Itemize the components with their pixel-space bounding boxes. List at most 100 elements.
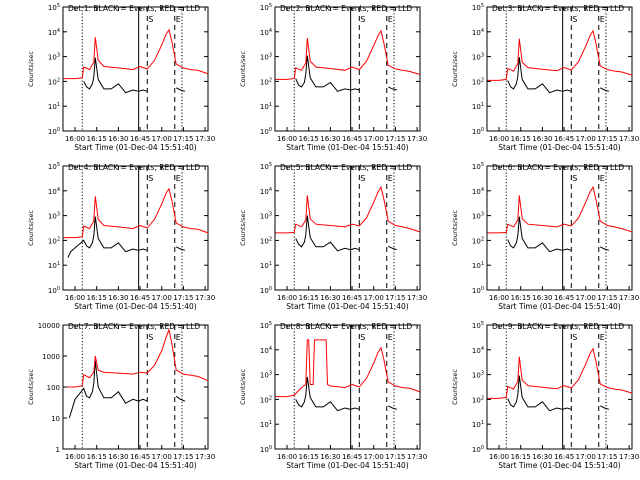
time-marker-label: E (176, 15, 181, 24)
x-tick-label: 17:30 (619, 135, 639, 143)
x-tick-label: 16:30 (108, 453, 128, 461)
y-tick-label: 102 (472, 395, 484, 404)
x-axis-label: Start Time (01-Dec-04 15:51:40) (286, 461, 408, 470)
time-marker-label: E (600, 174, 605, 183)
time-marker-label: S (572, 15, 577, 24)
x-tick-label: 16:15 (511, 453, 531, 461)
x-tick-label: 16:15 (299, 135, 319, 143)
time-marker-label: S (148, 174, 153, 183)
series-events-line (67, 216, 186, 258)
x-tick-label: 17:00 (576, 453, 596, 461)
x-tick-label: 16:30 (108, 294, 128, 302)
plot-frame (62, 6, 209, 132)
x-tick-label: 17:30 (195, 135, 215, 143)
y-tick-label: 1 (56, 446, 60, 454)
y-axis-label: Counts/sec (27, 369, 35, 405)
series-lld-line (275, 185, 421, 234)
x-tick-label: 16:15 (87, 453, 107, 461)
x-tick-label: 17:00 (152, 135, 172, 143)
x-tick-label: 17:30 (195, 453, 215, 461)
x-tick-label: 17:15 (173, 135, 193, 143)
x-tick-label: 17:15 (597, 294, 617, 302)
x-tick-label: 16:30 (532, 453, 552, 461)
panel-det-4: S E 100 101 102 103 104 105 16:00 16:15 16:30 16:45… (27, 162, 215, 311)
series-events-line (83, 57, 186, 94)
series-events-line (295, 55, 398, 92)
y-axis-label: Counts/sec (239, 210, 247, 246)
y-tick-label: 102 (260, 395, 272, 404)
y-tick-label: 103 (260, 53, 272, 62)
series-lld-line (275, 339, 421, 398)
panel-title: Det 8: BLACK = Events, RED = LLD (280, 322, 412, 331)
x-tick-label: 16:00 (489, 294, 509, 302)
x-tick-label: 16:30 (320, 135, 340, 143)
x-tick-label: 17:00 (576, 294, 596, 302)
x-tick-label: 16:00 (65, 294, 85, 302)
y-axis-label: Counts/sec (239, 51, 247, 87)
x-tick-label: 17:15 (385, 453, 405, 461)
y-tick-label: 102 (472, 77, 484, 86)
series-lld-line (63, 28, 209, 80)
time-marker-label: E (388, 15, 393, 24)
x-tick-label: 16:00 (277, 135, 297, 143)
x-axis-label: Start Time (01-Dec-04 15:51:40) (498, 461, 620, 470)
y-tick-label: 104 (260, 346, 272, 355)
y-tick-label: 100 (47, 384, 60, 392)
x-tick-label: 16:45 (342, 135, 362, 143)
y-tick-label: 100 (260, 445, 272, 454)
plot-frame (274, 6, 421, 132)
y-tick-label: 100 (472, 286, 484, 295)
x-tick-label: 17:30 (407, 135, 427, 143)
y-tick-label: 103 (472, 371, 484, 380)
panel-title: Det 9: BLACK = Events, RED = LLD (492, 322, 624, 331)
x-tick-label: 16:15 (299, 453, 319, 461)
panel-det-6: S E 100 101 102 103 104 105 16:00 16:15 16:30 16:45… (451, 162, 639, 311)
y-tick-label: 101 (472, 420, 484, 429)
y-tick-label: 102 (260, 236, 272, 245)
y-tick-label: 104 (48, 187, 60, 196)
x-tick-label: 16:15 (511, 135, 531, 143)
panel-det-9: S E 100 101 102 103 104 105 16:00 16:15 16:30 16:45… (451, 321, 639, 470)
x-tick-label: 16:30 (532, 294, 552, 302)
x-tick-label: 17:30 (195, 294, 215, 302)
y-tick-label: 101 (48, 102, 60, 111)
plot-frame (486, 324, 633, 450)
time-marker-label: S (148, 15, 153, 24)
x-tick-label: 17:15 (385, 294, 405, 302)
series-lld-line (487, 29, 633, 81)
x-tick-label: 16:30 (108, 135, 128, 143)
panel-det-8: S E 100 101 102 103 104 105 16:00 16:15 16:30 16:45… (239, 321, 427, 470)
x-tick-label: 16:15 (511, 294, 531, 302)
y-tick-label: 101 (260, 261, 272, 270)
x-tick-label: 16:45 (130, 453, 150, 461)
y-axis-label: Counts/sec (27, 210, 35, 246)
y-tick-label: 105 (260, 3, 272, 12)
x-tick-label: 16:45 (554, 453, 574, 461)
series-events-line (507, 216, 610, 253)
panel-det-2: S E 100 101 102 103 104 105 16:00 16:15 16:30 16:45… (239, 3, 427, 152)
series-events-line (295, 376, 398, 412)
y-tick-label: 10 (51, 415, 60, 423)
panel-title: Det 6: BLACK = Events, RED = LLD (492, 163, 624, 172)
y-tick-label: 100 (260, 127, 272, 136)
x-tick-label: 16:30 (320, 453, 340, 461)
y-tick-label: 101 (48, 261, 60, 270)
y-tick-label: 103 (472, 212, 484, 221)
x-tick-label: 17:30 (407, 294, 427, 302)
time-marker-label: E (600, 333, 605, 342)
x-tick-label: 16:15 (87, 135, 107, 143)
time-marker-label: S (360, 333, 365, 342)
y-tick-label: 104 (472, 346, 484, 355)
x-axis-label: Start Time (01-Dec-04 15:51:40) (74, 461, 196, 470)
x-tick-label: 17:30 (407, 453, 427, 461)
y-axis-label: Counts/sec (451, 369, 459, 405)
x-tick-label: 16:30 (532, 135, 552, 143)
y-tick-label: 105 (260, 162, 272, 171)
y-tick-label: 101 (472, 102, 484, 111)
panel-det-3: S E 100 101 102 103 104 105 16:00 16:15 16:30 16:45… (451, 3, 639, 152)
x-axis-label: Start Time (01-Dec-04 15:51:40) (498, 143, 620, 152)
series-events-line (507, 57, 610, 94)
y-tick-label: 103 (48, 212, 60, 221)
